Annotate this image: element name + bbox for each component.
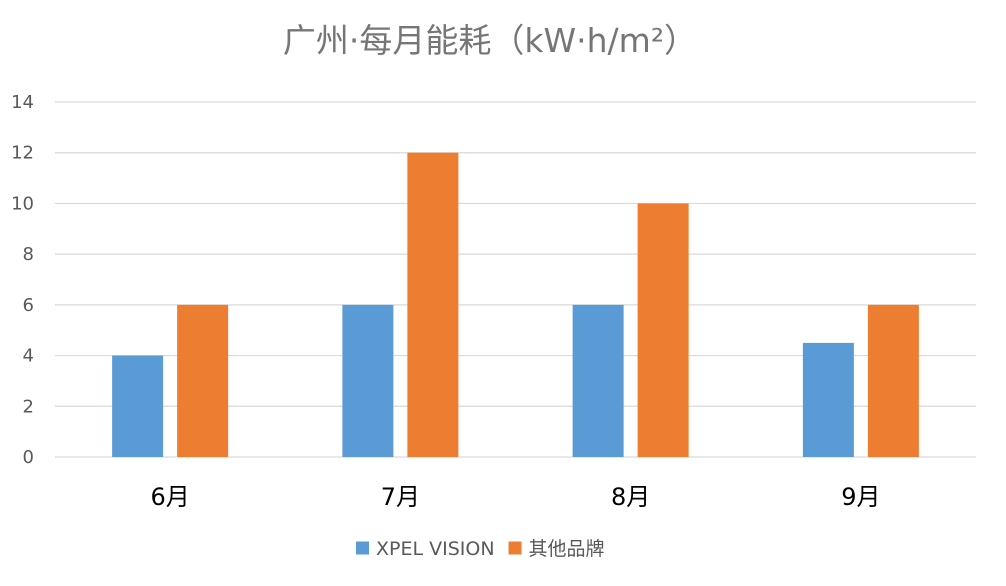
legend-swatch (508, 541, 522, 555)
x-tick-label: 9月 (841, 483, 880, 511)
y-tick-label: 6 (23, 295, 34, 316)
chart-title: 广州·每月能耗（kW·h/m²） (283, 21, 697, 60)
y-axis-ticks: 0 2 4 6 8 10 12 14 (11, 92, 34, 468)
x-tick-label: 6月 (150, 483, 189, 511)
legend-label: 其他品牌 (529, 538, 605, 560)
bar-xpel-vision-4 (802, 342, 854, 457)
x-tick-label: 7月 (381, 483, 420, 511)
x-axis-ticks: 6月 7月 8月 9月 (150, 483, 880, 511)
legend-label: XPEL VISION (376, 538, 495, 560)
bar-xpel-vision-3 (572, 304, 624, 457)
legend-swatch (356, 541, 369, 555)
y-tick-label: 0 (23, 447, 34, 468)
y-tick-label: 10 (11, 193, 34, 214)
legend-item: XPEL VISION (356, 538, 495, 560)
legend: XPEL VISION 其他品牌 (356, 538, 605, 560)
bars (112, 152, 919, 457)
bar-other-brands-3 (637, 203, 689, 457)
x-tick-label: 8月 (611, 483, 650, 511)
y-tick-label: 14 (11, 92, 34, 113)
legend-item: 其他品牌 (508, 538, 605, 560)
y-tick-label: 8 (23, 244, 34, 265)
bar-other-brands-2 (407, 152, 459, 457)
y-tick-label: 2 (23, 396, 34, 417)
bar-other-brands-4 (867, 304, 919, 457)
bar-xpel-vision-2 (342, 304, 394, 457)
y-tick-label: 4 (23, 346, 34, 367)
y-tick-label: 12 (11, 143, 34, 164)
bar-xpel-vision-1 (112, 355, 164, 457)
bar-other-brands-1 (177, 304, 229, 457)
